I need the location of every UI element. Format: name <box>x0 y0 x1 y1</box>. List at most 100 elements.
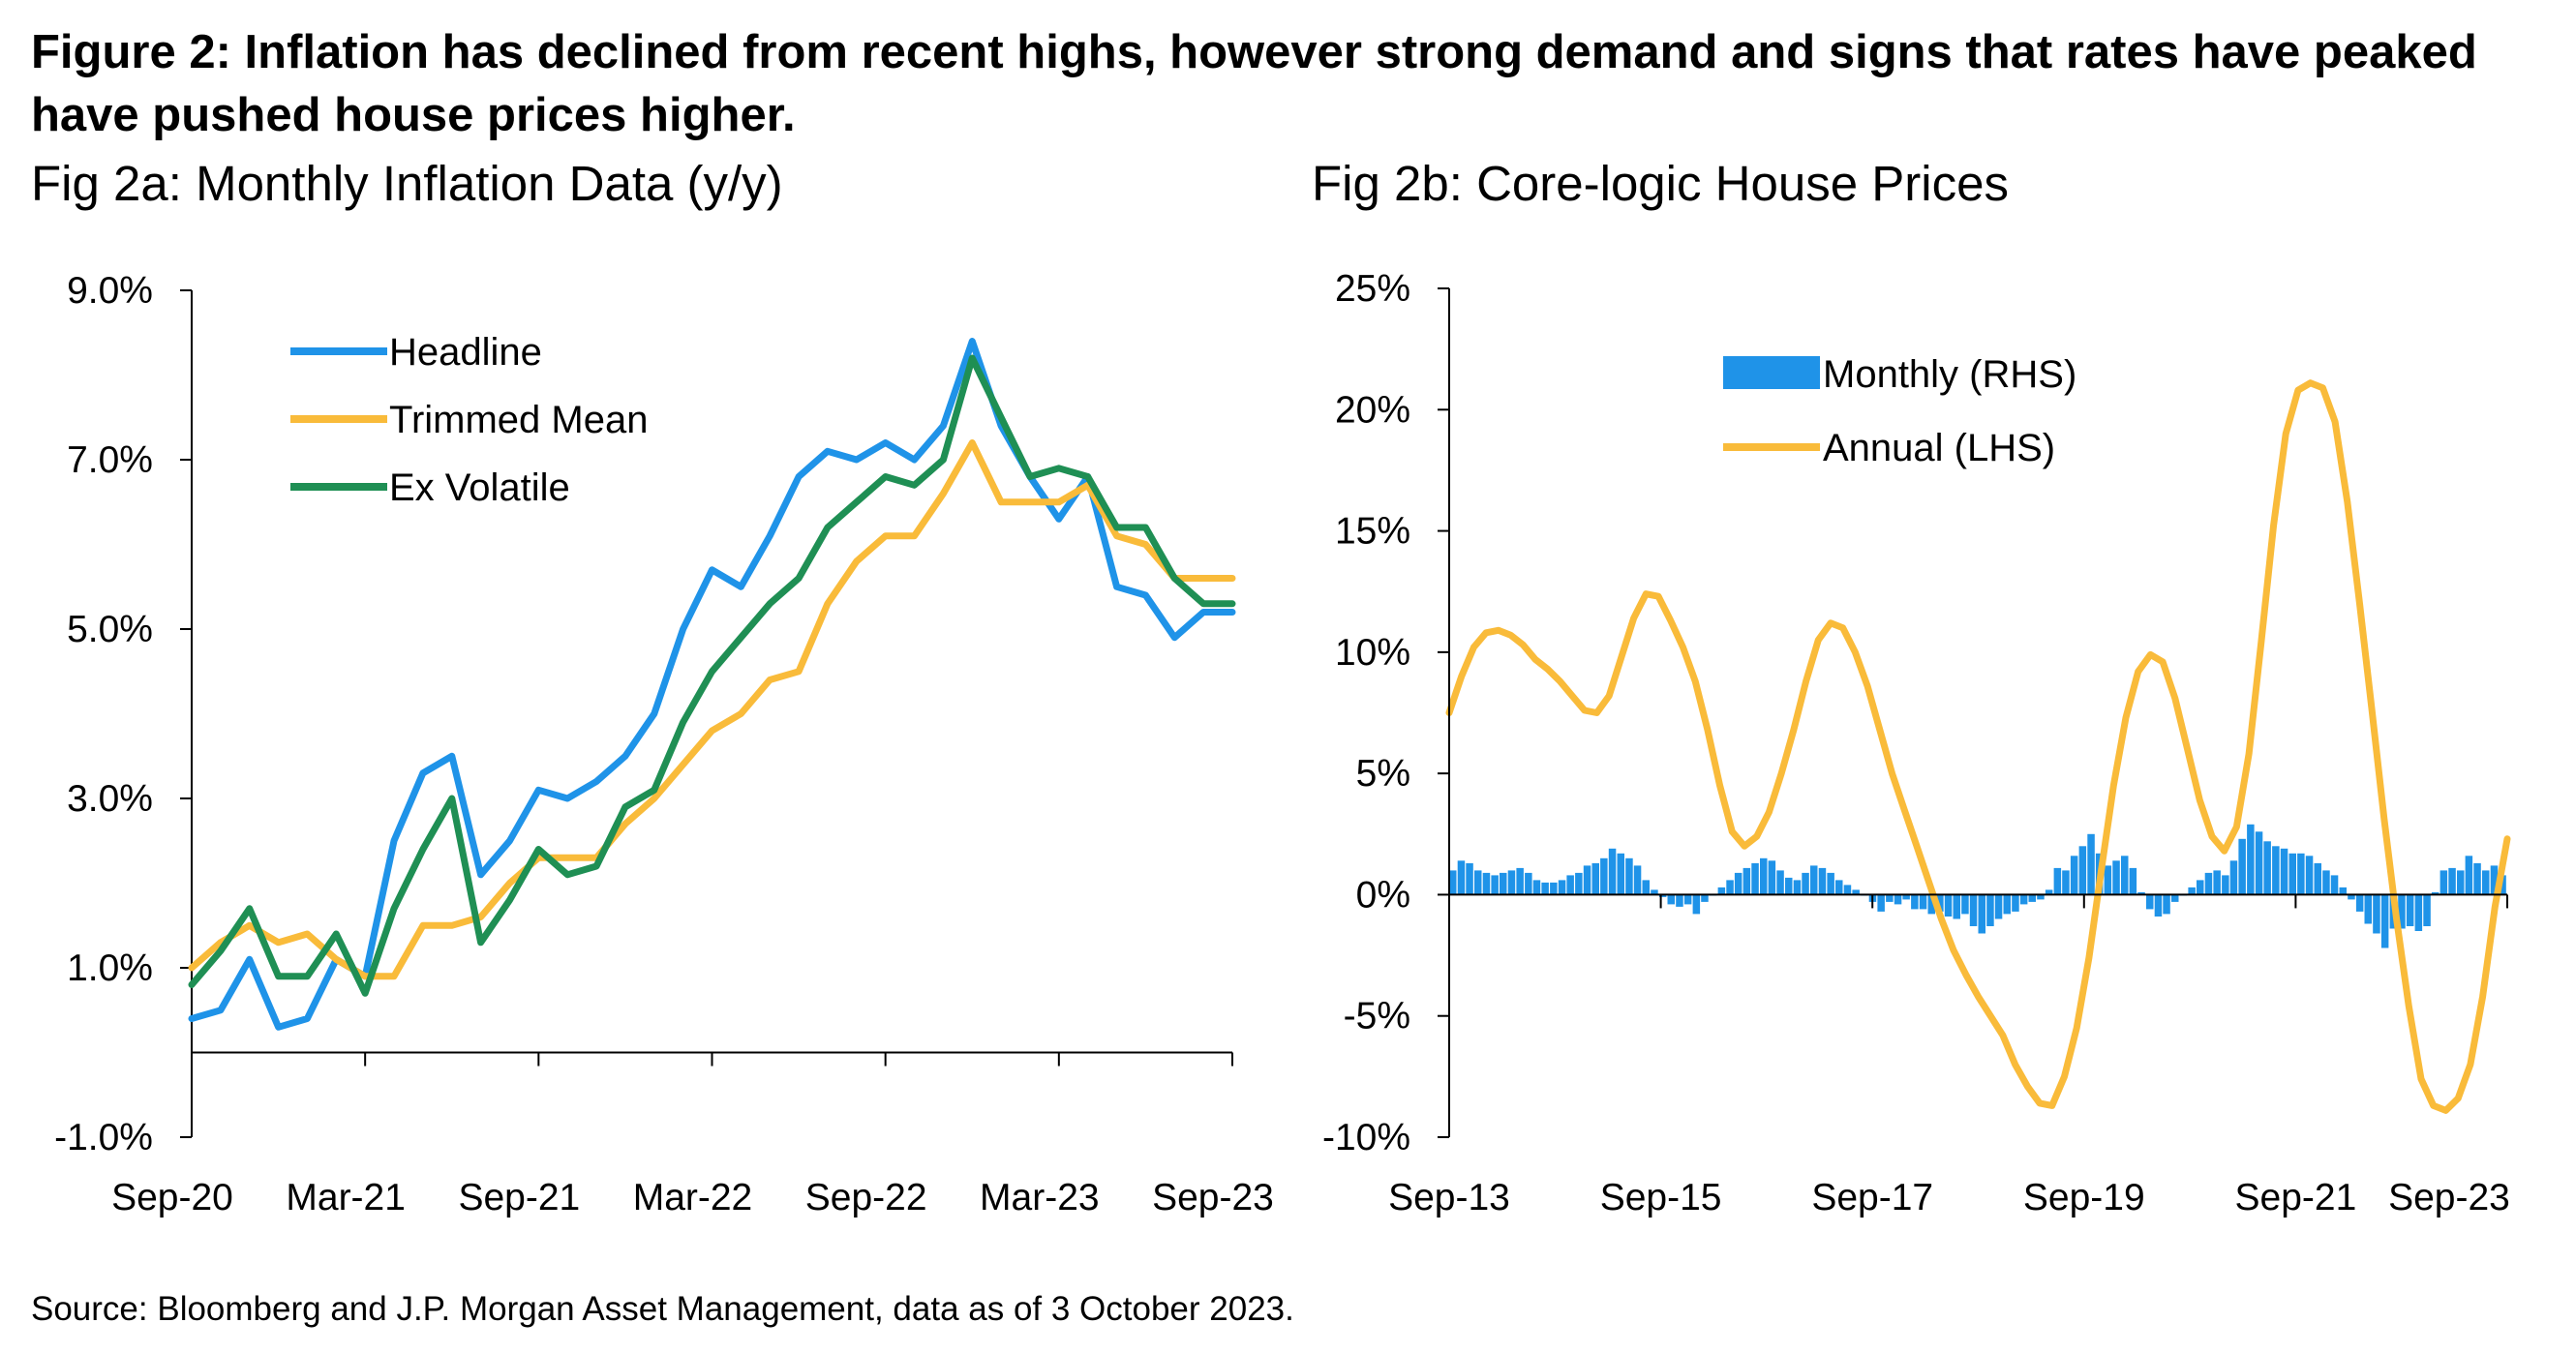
legend-label: Trimmed Mean <box>389 399 648 441</box>
bar <box>1550 882 1558 895</box>
x-tick-label: Sep-23 <box>2388 1177 2510 1218</box>
bar <box>2263 841 2271 895</box>
house-prices-chart: -10% -5% 0% 5% 10% 15% 20% 25% Sep-13 Sep-15 Sep-1… <box>1322 268 2511 1218</box>
bar <box>2078 846 2087 895</box>
bar <box>1986 894 1994 926</box>
bar <box>2037 894 2045 900</box>
bar <box>2129 867 2137 895</box>
x-tick-label: Sep-23 <box>1152 1177 1274 1218</box>
bar <box>1886 894 1894 902</box>
bar <box>1760 857 1768 895</box>
y-tick-label: 5% <box>1356 753 1410 795</box>
bar <box>1802 872 1809 895</box>
bar <box>2171 894 2179 902</box>
source-note: Source: Bloomberg and J.P. Morgan Asset … <box>31 1290 1294 1328</box>
bar <box>2398 894 2406 929</box>
bar <box>1457 860 1466 895</box>
y-tick-label: -5% <box>1344 996 1410 1037</box>
bar <box>1843 885 1852 895</box>
x-tick-label: Mar-23 <box>980 1177 1100 1218</box>
y-tick-label: 1.0% <box>67 947 153 989</box>
legend-label: Annual (LHS) <box>1823 427 2055 469</box>
bar <box>1566 875 1574 895</box>
y-tick-label: 7.0% <box>67 439 153 481</box>
legend-label: Monthly (RHS) <box>1823 353 2076 396</box>
bar <box>2229 860 2238 895</box>
bar <box>2339 887 2347 895</box>
series-line-trimmed-mean <box>188 439 1236 980</box>
bar <box>1692 894 1701 915</box>
bar <box>2062 870 2070 895</box>
bar <box>2053 867 2062 895</box>
bar <box>1676 894 1683 907</box>
bar <box>1911 894 1919 910</box>
y-tick-label: 20% <box>1335 389 1410 431</box>
bar <box>1583 865 1591 895</box>
y-tick-label: 15% <box>1335 511 1410 553</box>
bar <box>1818 867 1827 895</box>
bar <box>2012 894 2019 912</box>
bar <box>1558 880 1566 895</box>
bar <box>2440 870 2448 895</box>
bar <box>1507 870 1516 895</box>
bar <box>1726 880 1734 895</box>
bar <box>2423 894 2431 926</box>
bar <box>1810 865 1818 895</box>
x-tick-label: Sep-22 <box>805 1177 927 1218</box>
x-tick-label: Mar-22 <box>633 1177 753 1218</box>
legend-label: Ex Volatile <box>389 466 570 509</box>
bar <box>1793 880 1802 895</box>
bar <box>1776 870 1784 895</box>
bar <box>1768 860 1776 895</box>
bar <box>2499 875 2506 895</box>
figure-title: Figure 2: Inflation has declined from re… <box>31 26 2477 141</box>
x-tick-label: Mar-21 <box>286 1177 406 1218</box>
x-tick-label: Sep-19 <box>2023 1177 2145 1218</box>
bar <box>2465 856 2473 895</box>
bar <box>2322 870 2330 895</box>
chart-b-title: Fig 2b: Core-logic House Prices <box>1312 156 2009 211</box>
bar <box>1701 894 1709 902</box>
bar <box>1658 894 1667 897</box>
bar <box>1525 872 1532 895</box>
bar <box>2482 870 2490 895</box>
bar <box>2238 838 2246 895</box>
bar <box>2019 894 2028 905</box>
bar <box>2146 894 2154 910</box>
bar <box>1969 894 1978 926</box>
bar <box>1516 867 1524 895</box>
bar <box>2255 831 2263 895</box>
bar <box>1651 889 1658 895</box>
x-tick-label: Sep-20 <box>111 1177 233 1218</box>
bar <box>2112 860 2120 895</box>
bar <box>2280 848 2288 895</box>
y-tick-label: -10% <box>1322 1117 1410 1158</box>
y-tick-label: 9.0% <box>67 270 153 312</box>
bar <box>2431 891 2440 895</box>
bar <box>2380 894 2389 948</box>
bar <box>1667 894 1675 905</box>
bar <box>1734 872 1743 895</box>
bar <box>1717 887 1726 895</box>
bar <box>1978 894 1985 934</box>
bar <box>1474 870 1482 895</box>
bar <box>1617 853 1624 895</box>
bar <box>1827 872 1834 895</box>
bar <box>2414 894 2423 931</box>
bar <box>2272 846 2280 895</box>
bar <box>1953 894 1960 919</box>
bar <box>1625 857 1633 895</box>
bar <box>2154 894 2163 917</box>
bar <box>1466 862 1473 895</box>
bar <box>2457 870 2465 895</box>
y-tick-label: 5.0% <box>67 609 153 650</box>
bar <box>1541 882 1549 895</box>
bar <box>1751 862 1759 895</box>
bar <box>2288 853 2296 895</box>
bar <box>1961 894 1969 915</box>
y-tick-label: -1.0% <box>54 1117 153 1158</box>
bar <box>1936 894 1944 912</box>
y-tick-label: 25% <box>1335 268 1410 310</box>
bar <box>1491 875 1499 895</box>
bar <box>2305 856 2314 895</box>
